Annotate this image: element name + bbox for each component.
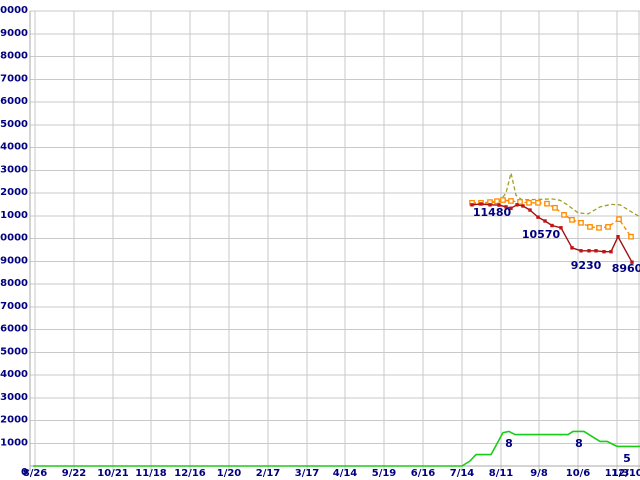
data-point-marker bbox=[602, 249, 606, 254]
data-point-marker bbox=[535, 199, 541, 206]
y-tick-label: 2000 bbox=[0, 415, 28, 426]
data-point-marker bbox=[494, 198, 500, 205]
data-point-marker bbox=[628, 233, 634, 240]
y-tick-label: 16000 bbox=[0, 96, 28, 107]
data-point-marker bbox=[497, 203, 501, 207]
x-tick-label: 1/20 bbox=[217, 468, 242, 479]
data-point-marker bbox=[630, 260, 634, 264]
data-point-marker bbox=[504, 205, 508, 209]
data-point-marker bbox=[544, 200, 550, 207]
x-tick-label: 10/6 bbox=[566, 468, 591, 479]
x-tick-label: 3/17 bbox=[295, 468, 320, 479]
y-tick-label: 8000 bbox=[0, 278, 28, 289]
y-tick-label: 7000 bbox=[0, 301, 28, 312]
x-tick-label: 2/17 bbox=[256, 468, 281, 479]
data-point-marker bbox=[594, 249, 598, 253]
data-point-marker bbox=[526, 199, 532, 206]
y-tick-label: 4000 bbox=[0, 369, 28, 380]
y-tick-label: 13000 bbox=[0, 164, 28, 175]
data-point-marker bbox=[561, 211, 567, 218]
y-tick-label: 19000 bbox=[0, 28, 28, 39]
x-tick-label: 12/10 bbox=[611, 468, 640, 479]
x-tick-label: 4/14 bbox=[333, 468, 358, 479]
x-tick-label: 10/21 bbox=[97, 468, 129, 479]
y-tick-label: 1000 bbox=[0, 437, 28, 448]
value-annotation: 10570 bbox=[522, 228, 561, 241]
y-tick-label: 12000 bbox=[0, 187, 28, 198]
data-point-marker bbox=[500, 197, 506, 203]
grid-horizontal bbox=[30, 10, 640, 467]
data-point-marker bbox=[509, 206, 513, 210]
series-price-series-orange bbox=[469, 197, 634, 240]
series-stock-count-green bbox=[33, 430, 640, 467]
series-line bbox=[471, 172, 640, 218]
x-tick-labels: 8/26 9/22 10/21 11/18 12/16 1/20 2/17 3/17 4/14 5… bbox=[23, 468, 640, 479]
y-tick-label: 18000 bbox=[0, 51, 28, 62]
x-tick-label: 9/22 bbox=[62, 468, 87, 479]
data-point-marker bbox=[550, 223, 554, 228]
data-point-marker bbox=[609, 249, 613, 254]
data-point-marker bbox=[587, 224, 593, 230]
value-annotation: 8960 bbox=[612, 262, 640, 275]
data-point-marker bbox=[587, 249, 591, 253]
x-tick-label: 6/16 bbox=[411, 468, 436, 479]
data-point-marker bbox=[616, 216, 622, 223]
data-point-marker bbox=[552, 204, 558, 211]
data-point-marker bbox=[517, 199, 523, 205]
axes bbox=[29, 11, 640, 471]
series-line bbox=[33, 430, 640, 467]
data-point-marker bbox=[479, 202, 483, 206]
y-tick-label: 9000 bbox=[0, 255, 28, 266]
data-point-marker bbox=[508, 198, 514, 204]
y-tick-label: 0 bbox=[21, 467, 28, 478]
series-price-series-red bbox=[470, 202, 634, 264]
data-point-marker bbox=[515, 203, 519, 207]
data-point-marker bbox=[616, 234, 620, 239]
y-tick-label: 17000 bbox=[0, 73, 28, 84]
data-point-marker bbox=[488, 203, 492, 207]
value-annotation: 8 bbox=[505, 437, 513, 450]
data-point-marker bbox=[559, 226, 563, 230]
series-price-series-olive bbox=[471, 172, 640, 218]
x-tick-label: 7/14 bbox=[450, 468, 475, 479]
x-tick-label: 11/3 bbox=[605, 468, 630, 479]
value-annotation: 9230 bbox=[571, 259, 602, 272]
x-tick-label: 8/11 bbox=[489, 468, 514, 479]
x-tick-label: 5/19 bbox=[372, 468, 397, 479]
x-tick-label: 8/26 bbox=[23, 468, 48, 479]
data-point-marker bbox=[470, 203, 474, 207]
data-point-marker bbox=[596, 224, 602, 231]
value-annotation: 5 bbox=[623, 452, 631, 465]
x-tick-label: 11/18 bbox=[135, 468, 167, 479]
y-tick-label: 20000 bbox=[0, 5, 28, 16]
y-tick-labels: 2000019000180001700016000150001400013000… bbox=[0, 5, 28, 478]
data-point-marker bbox=[528, 208, 532, 212]
data-point-marker bbox=[578, 219, 584, 226]
x-tick-label: 9/8 bbox=[530, 468, 548, 479]
y-tick-label: 3000 bbox=[0, 392, 28, 403]
data-point-marker bbox=[605, 224, 611, 230]
data-point-marker bbox=[536, 215, 540, 219]
data-point-marker bbox=[570, 246, 574, 250]
y-tick-label: 6000 bbox=[0, 324, 28, 335]
annotations: 11480 10570 9230 8960 8 8 5 bbox=[473, 206, 640, 465]
data-point-marker bbox=[543, 219, 547, 223]
data-point-marker bbox=[521, 204, 525, 208]
grid-vertical bbox=[34, 11, 640, 471]
value-annotation: 8 bbox=[575, 437, 583, 450]
y-tick-label: 5000 bbox=[0, 346, 28, 357]
y-tick-label: 11000 bbox=[0, 210, 28, 221]
x-tick-label: 12/16 bbox=[174, 468, 206, 479]
data-point-marker bbox=[579, 249, 583, 253]
y-tick-label: 14000 bbox=[0, 142, 28, 153]
y-tick-label: 15000 bbox=[0, 119, 28, 130]
value-annotation: 11480 bbox=[473, 206, 512, 219]
data-point-marker bbox=[569, 216, 575, 223]
